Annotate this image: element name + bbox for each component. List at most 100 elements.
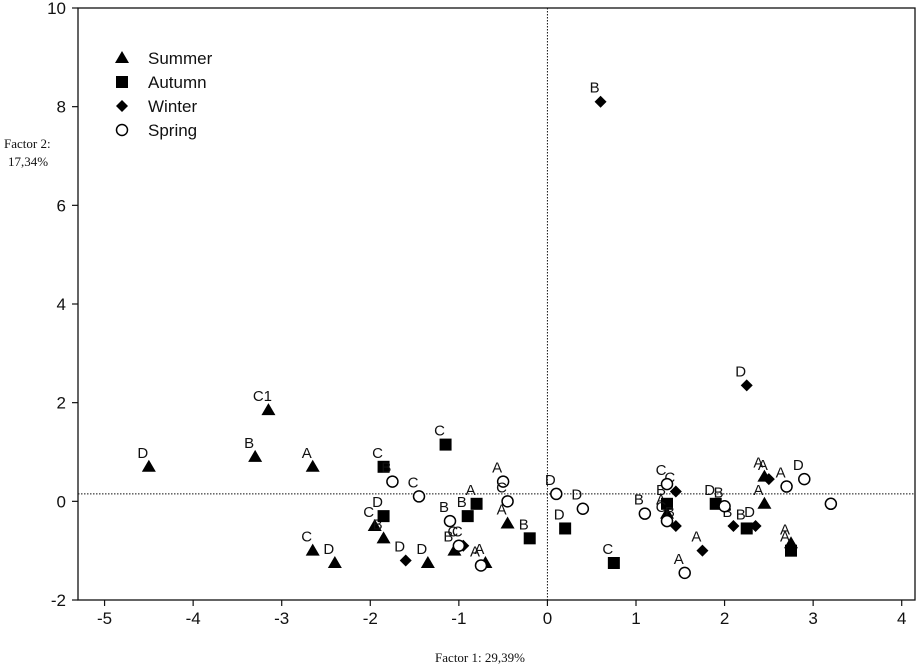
x-tick-label: -5: [97, 609, 112, 628]
data-point: [660, 477, 674, 491]
data-point: [261, 403, 276, 416]
point-label: D: [735, 363, 746, 380]
point-label: A: [497, 502, 507, 519]
point-label: B: [443, 529, 453, 546]
x-tick-label: -1: [451, 609, 466, 628]
data-point: [501, 495, 514, 508]
point-label: D: [372, 494, 383, 511]
x-tick-label: 0: [543, 609, 552, 628]
data-point: [785, 544, 797, 557]
point-label: C1: [253, 388, 272, 405]
data-point: [248, 449, 263, 462]
y-tick-label: 10: [47, 0, 66, 18]
point-label: A: [780, 521, 790, 538]
data-point: [727, 520, 740, 532]
point-label: D: [545, 472, 556, 489]
x-tick-label: -3: [274, 609, 289, 628]
data-point: [496, 475, 510, 488]
point-label: C: [372, 445, 383, 462]
data-point: [386, 475, 399, 488]
point-label: D: [744, 504, 755, 521]
legend-marker-summer: [115, 51, 129, 63]
point-label: B: [736, 506, 746, 523]
x-tick-label: 4: [897, 609, 906, 628]
data-point: [660, 506, 674, 519]
data-point: [740, 379, 753, 392]
data-point: [594, 95, 607, 108]
point-label: D: [137, 445, 148, 462]
point-label: C: [496, 479, 507, 496]
data-point: [305, 459, 320, 472]
data-point: [305, 543, 320, 556]
data-point: [141, 459, 156, 472]
data-point: [399, 554, 412, 567]
point-label: A: [753, 455, 763, 472]
x-tick-label: -2: [363, 609, 378, 628]
point-label: A: [474, 541, 484, 558]
x-tick-label: -4: [186, 609, 201, 628]
data-point: [757, 496, 772, 509]
point-label: D: [416, 541, 427, 558]
point-label: A: [780, 529, 790, 546]
point-label: C: [602, 541, 613, 558]
y-axis-title-line2: 17,34%: [8, 154, 48, 169]
x-tick-label: 1: [631, 609, 640, 628]
data-point: [607, 557, 620, 569]
data-point: [377, 510, 390, 523]
point-label: B: [244, 435, 254, 452]
data-point: [439, 438, 452, 451]
data-point: [798, 472, 811, 486]
data-point: [780, 480, 793, 493]
point-label: B: [381, 460, 391, 477]
data-point: [678, 566, 691, 580]
point-label: A: [776, 465, 786, 482]
point-label: B: [457, 494, 467, 511]
data-point: [559, 522, 572, 535]
point-label: C: [452, 524, 463, 541]
point-label: C: [664, 469, 675, 486]
point-label: D: [554, 506, 565, 523]
point-label: D: [394, 539, 405, 556]
point-label: A: [466, 482, 476, 499]
y-tick-label: -2: [51, 591, 66, 610]
legend-label-autumn: Autumn: [148, 73, 207, 92]
data-point: [500, 516, 515, 529]
data-point: [470, 497, 483, 510]
legend-label-spring: Spring: [148, 121, 197, 140]
data-point: [824, 497, 838, 511]
point-label: A: [674, 551, 684, 568]
y-tick-label: 6: [57, 196, 66, 215]
data-point: [474, 559, 488, 572]
point-label: B: [656, 482, 666, 499]
data-point: [660, 514, 674, 528]
data-point: [376, 531, 391, 544]
data-point: [718, 500, 731, 513]
point-label: D: [323, 541, 334, 558]
legend-marker-winter: [116, 100, 128, 112]
legend-marker-spring: [115, 123, 129, 137]
y-tick-label: 8: [57, 98, 66, 117]
point-label: B: [590, 80, 600, 97]
y-tick-label: 4: [57, 295, 66, 314]
data-point: [550, 487, 563, 501]
point-label: B: [722, 504, 732, 521]
point-label: C: [408, 474, 419, 491]
point-label: C: [656, 499, 667, 516]
data-point: [740, 522, 753, 535]
point-label: C: [363, 504, 374, 521]
data-point: [443, 514, 457, 528]
point-label: D: [571, 487, 582, 504]
x-tick-label: 3: [808, 609, 817, 628]
data-point: [367, 519, 382, 531]
point-label: C: [434, 423, 445, 440]
data-point: [377, 460, 390, 473]
data-point: [638, 507, 652, 520]
point-label: B: [519, 516, 529, 533]
point-label: A: [470, 543, 480, 560]
data-point: [523, 532, 536, 545]
data-point: [749, 520, 762, 532]
point-label: B: [373, 516, 383, 533]
